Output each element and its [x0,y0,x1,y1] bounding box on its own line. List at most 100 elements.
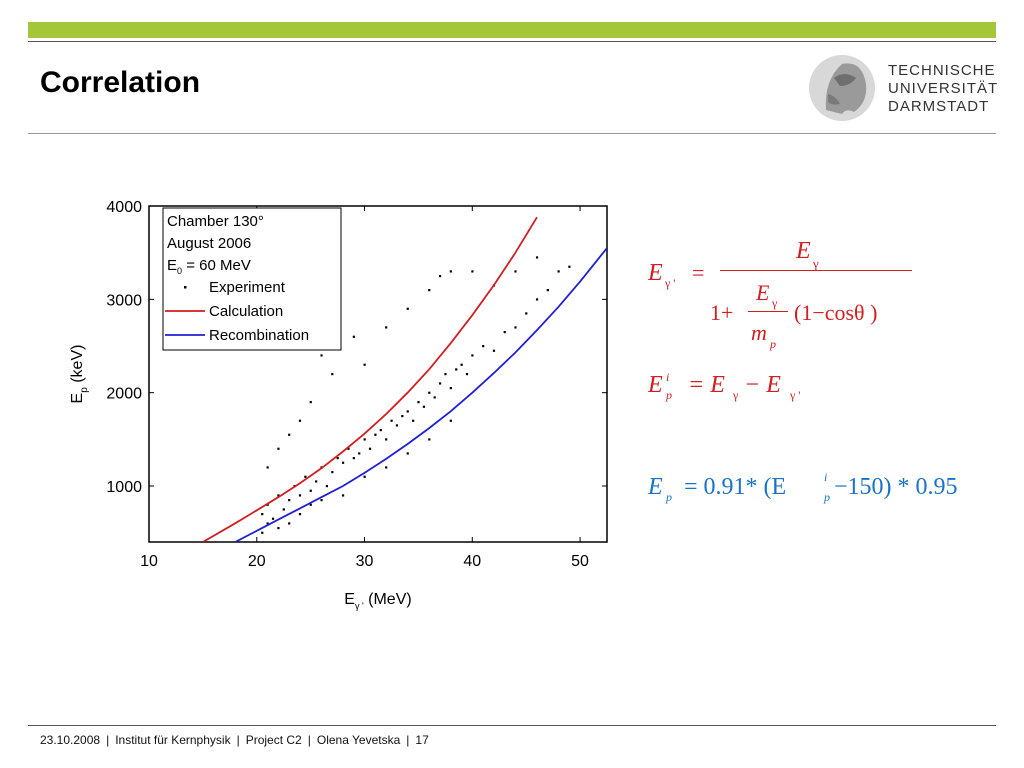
eq1-main-fraction-bar [720,270,912,271]
experiment-point [288,433,291,436]
logo-line-2: UNIVERSITÄT [888,80,999,97]
eq1-inner-numerator: E [756,280,770,305]
experiment-point [438,382,442,385]
y-tick-label: 4000 [106,199,142,216]
legend-calculation-label: Calculation [209,303,283,320]
experiment-point [422,405,425,408]
page-title: Correlation [40,66,201,99]
experiment-point [282,508,285,511]
eq3-lhs-sub: p [666,490,672,504]
experiment-point [304,475,307,478]
footer-date: 23.10.2008 [40,733,101,747]
experiment-point [352,335,355,338]
experiment-point [309,401,312,404]
eq1-numerator-sub: γ [813,256,819,271]
footer: 23.10.2008 | Institut für Kernphysik | Proje… [40,733,429,747]
experiment-point [331,471,334,474]
x-tick-label: 20 [248,553,266,570]
eq1-den-suffix: (1−cosθ ) [794,300,878,325]
experiment-point [449,270,452,273]
experiment-point [261,513,264,516]
footer-author: Olena Yevetska [316,733,401,747]
experiment-point [471,270,474,273]
correlation-scatter-chart: 10 20 30 40 50 1000 2000 3000 4000 Eγ ' (MeV) Ep (… [69,199,608,611]
experiment-point [465,373,469,376]
eq2-minus-term: − E [744,372,781,398]
footer-institute: Institut für Kernphysik [115,733,231,747]
recombination-line [234,247,607,542]
experiment-point [368,447,372,450]
eq1-inner-fraction-bar [748,311,788,312]
eq1-den-prefix: 1+ [710,300,734,325]
experiment-point [471,354,474,357]
eq1-inner-denominator-sub: p [770,337,776,351]
experiment-point [385,438,388,441]
header-accent-bar [28,22,996,38]
experiment-point [331,373,334,376]
experiment-point [341,461,345,464]
eq1-lhs-sub: γ ' [665,276,676,290]
experiment-point [352,457,355,460]
experiment-point [395,424,399,427]
experiment-point [379,429,382,432]
equation-proton-energy-corrected: E p = 0.91* (E i p −150) * 0.95 [648,470,988,514]
header-divider [28,41,996,42]
equation-energy-gamma-prime: E γ ' = E γ 1+ E γ m p (1−cosθ ) [648,238,948,360]
experiment-point [535,298,539,301]
eq1-lhs: E [648,260,663,286]
eq3-part-a: = 0.91* (E [684,474,787,500]
experiment-point [503,331,506,334]
experiment-point [460,363,463,366]
experiment-point [363,363,366,366]
legend-info-line: Chamber 130° [167,213,264,230]
experiment-point [390,419,393,422]
experiment-point [298,513,302,516]
legend-e0: E0 = 60 MeV [167,257,251,276]
experiment-point [309,489,312,492]
university-name: TECHNISCHE UNIVERSITÄT DARMSTADT [888,62,998,116]
experiment-point [449,419,452,422]
experiment-point [315,480,318,483]
experiment-point [320,354,323,357]
footer-divider [28,725,996,726]
experiment-point [277,447,280,450]
legend-experiment-label: Experiment [209,279,286,296]
logo-line-3: DARMSTADT [888,98,990,115]
y-axis-label: Ep (keV) [69,345,90,404]
y-tick-label: 3000 [106,292,142,309]
experiment-point [412,419,415,422]
experiment-point [535,256,539,259]
title-separator [28,133,996,134]
eq2-rhs-sub1: γ [733,388,739,402]
legend-recombination-label: Recombination [209,327,309,344]
experiment-point [557,270,560,273]
plot-frame [148,205,608,543]
eq2-rhs: = E [688,372,725,398]
eq2-lhs-sub: p [666,388,672,402]
experiment-point [309,503,312,506]
experiment-point [288,499,291,502]
experiment-point [438,275,442,278]
experiment-point [449,387,452,390]
experiment-point [277,527,280,530]
equation-proton-energy-initial: E i p = E γ − E γ ' [648,370,848,412]
experiment-point [444,373,447,376]
experiment-point [385,466,388,469]
experiment-point [482,345,485,348]
eq1-equals: = [692,260,705,285]
experiment-point [492,349,496,352]
x-tick-label: 10 [140,553,158,570]
eq3-part-b: −150) * 0.95 [834,474,958,500]
legend-box [162,207,342,351]
experiment-point [363,438,366,441]
y-tick-label: 2000 [106,386,142,403]
experiment-point [347,447,350,450]
experiment-point [298,494,302,497]
experiment-point [514,270,517,273]
footer-page-number: 17 [415,733,429,747]
experiment-point [266,503,269,506]
athena-head-icon [809,55,875,121]
experiment-point [433,396,436,399]
eq3-sup: i [824,470,828,484]
x-tick-label: 30 [356,553,374,570]
